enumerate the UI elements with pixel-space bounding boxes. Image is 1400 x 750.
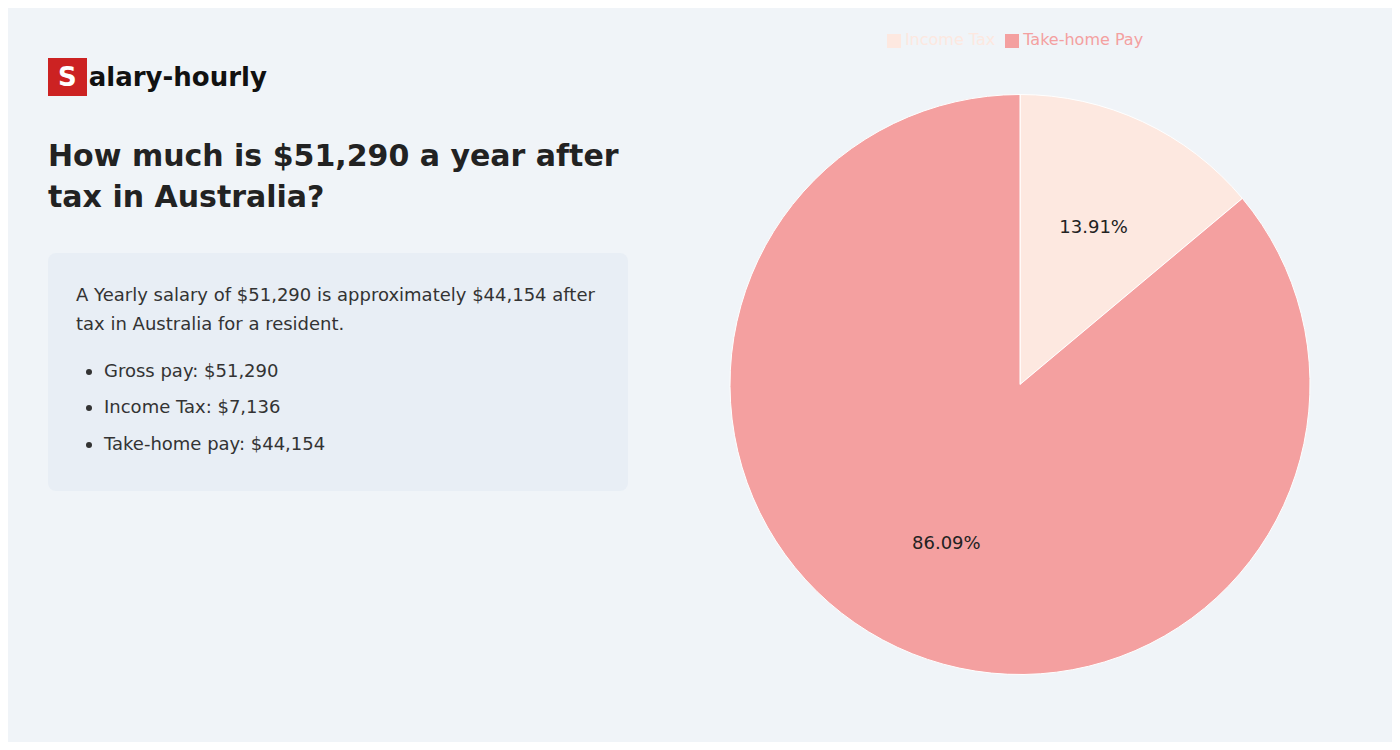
html-text:Take-home pay: $44,154: Take-home pay: $44,154 xyxy=(104,433,326,455)
svg-text:86.09%: 86.09% xyxy=(912,532,981,553)
html-text:Income Tax: $7,136: Income Tax: $7,136 xyxy=(104,396,281,418)
html-text:Income Tax: Income Tax xyxy=(904,30,996,49)
html-text:A Yearly salary of $51,290 is: A Yearly salary of $51,290 is approximat… xyxy=(76,284,595,334)
svg-text:13.91%: 13.91% xyxy=(1059,216,1128,237)
html-text:Gross pay: $51,290: Gross pay: $51,290 xyxy=(104,359,279,381)
html-text:How much is $51,290 a year aft: How much is $51,290 a year after tax in … xyxy=(48,138,619,214)
html-text:Take-home Pay: Take-home Pay xyxy=(1023,30,1144,49)
html-text:S: S xyxy=(58,62,77,92)
html-text:alary-hourly: alary-hourly xyxy=(88,62,267,92)
